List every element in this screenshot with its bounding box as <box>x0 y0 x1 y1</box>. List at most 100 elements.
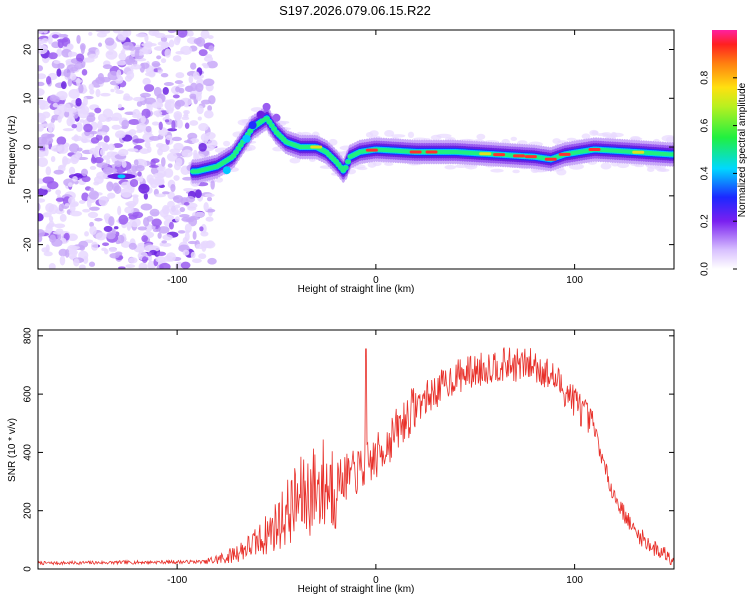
spectrogram-halo <box>659 167 667 172</box>
spectrogram-x-ticks: -100 0 100 <box>167 30 583 286</box>
spectrogram-ridge-cell <box>669 152 674 157</box>
spectrogram-speckle <box>38 229 45 238</box>
spectrogram-speckle <box>89 221 95 227</box>
spectrogram-speckle <box>122 96 134 102</box>
spectrogram-speckle <box>83 123 93 133</box>
spectrogram-speckle <box>97 72 104 81</box>
spectrogram-speckle <box>75 152 82 159</box>
spectrogram-speckle <box>139 148 150 154</box>
spectrogram-speckle <box>200 30 210 39</box>
spectrogram-speckle <box>81 137 88 144</box>
spectrogram-speckle <box>198 253 207 260</box>
spectrogram-speckle <box>102 108 114 119</box>
spectrogram-speckle <box>112 143 123 149</box>
spectrogram-speckle <box>47 34 53 45</box>
spectrogram-speckle <box>194 211 206 218</box>
spectrogram-speckle <box>57 115 62 123</box>
spectrogram-peak <box>544 157 557 161</box>
spectrogram-speckle <box>203 56 214 62</box>
spectrogram-speckle <box>38 65 44 72</box>
spectrogram-speckle <box>50 156 56 163</box>
spectrogram-speckle <box>207 105 213 112</box>
spectrogram-speckle <box>71 123 78 129</box>
spectrogram-speckle <box>110 88 115 93</box>
spectrogram-speckle <box>187 30 194 37</box>
spectrogram-speckle <box>102 155 111 160</box>
spectrogram-speckle <box>174 216 180 222</box>
spectrogram-speckle <box>89 147 99 155</box>
spectrogram-speckle <box>140 115 146 124</box>
x-tick-label: 100 <box>566 575 583 586</box>
spectrogram-speckle <box>88 83 94 91</box>
spectrogram-speckle <box>158 226 170 234</box>
spectrogram-speckle <box>68 166 76 175</box>
spectrogram-speckle <box>82 57 95 63</box>
spectrogram-speckle <box>67 233 78 241</box>
spectrogram-speckle <box>155 142 164 148</box>
spectrogram-speckle <box>62 128 74 132</box>
spectrogram-speckle <box>174 80 184 85</box>
spectrogram-speckle <box>66 117 73 127</box>
spectrogram-speckle <box>128 119 141 125</box>
figure-title: S197.2026.079.06.15.R22 <box>279 3 431 18</box>
spectrogram-speckle <box>107 70 119 81</box>
spectrogram-halo <box>552 138 561 144</box>
spectrogram-halo <box>390 134 406 138</box>
spectrogram-speckle <box>210 179 215 190</box>
spectrogram-speckle <box>207 257 217 265</box>
colorbar-tick-label: 0.6 <box>700 118 711 132</box>
spectrogram-speckle <box>173 210 181 216</box>
spectrogram-peak <box>524 155 537 159</box>
colorbar-tick-label: 0.0 <box>700 262 711 276</box>
spectrogram-speckle <box>118 266 126 269</box>
spectrogram-speckle <box>184 231 190 242</box>
spectrogram-speckle <box>204 193 215 198</box>
spectrogram-speckle <box>135 164 145 172</box>
snr-ylabel: SNR (10 * v/v) <box>7 418 18 482</box>
spectrogram-speckle <box>94 156 104 164</box>
spectrogram-speckle <box>184 223 192 233</box>
spectrogram-speckle <box>63 68 71 78</box>
spectrogram-speckle <box>161 240 168 244</box>
spectrogram-speckle <box>171 136 182 142</box>
spectrogram-speckle <box>67 78 73 87</box>
spectrogram-speckle <box>41 247 49 253</box>
spectrogram-speckle <box>48 215 54 222</box>
spectrogram-halo <box>369 130 379 137</box>
spectrogram-speckle <box>115 89 124 94</box>
spectrogram-speckle <box>50 117 56 124</box>
spectrogram-speckle <box>99 148 105 156</box>
spectrogram-speckle <box>192 71 200 80</box>
y-tick-label: 600 <box>23 385 34 402</box>
spectrogram-ridge-cell <box>268 123 275 128</box>
spectrogram-speckle <box>38 213 44 222</box>
y-tick-label: 0 <box>23 566 34 572</box>
spectrogram-speckle <box>88 130 98 135</box>
spectrogram-speckle <box>82 96 88 107</box>
spectrogram-peak <box>558 152 571 156</box>
spectrogram-speckle <box>171 119 176 130</box>
spectrogram-peak <box>409 150 422 154</box>
spectrogram-peak <box>425 150 438 154</box>
spectrogram-speckle <box>130 64 142 70</box>
spectrogram-speckle <box>64 203 70 207</box>
spectrogram-speckle <box>173 142 184 151</box>
spectrogram-speckle <box>78 200 86 204</box>
spectrogram-speckle <box>155 256 166 263</box>
spectrogram-speckle <box>206 240 215 247</box>
spectrogram-speckle <box>165 135 173 141</box>
spectrogram-speckle <box>48 263 56 269</box>
spectrogram-speckle <box>45 76 52 85</box>
spectrogram-speckle <box>139 92 151 98</box>
spectrogram-speckle <box>140 203 153 211</box>
y-tick-label: 800 <box>23 327 34 344</box>
spectrogram-ridge-cell <box>271 126 278 131</box>
spectrogram-speckle <box>54 223 66 229</box>
spectrogram-speckle <box>105 159 111 165</box>
spectrogram-speckle <box>82 208 91 213</box>
spectrogram-halo <box>512 169 520 174</box>
spectrogram-halo <box>455 164 468 169</box>
spectrogram-speckle <box>195 243 205 250</box>
spectrogram-speckle <box>200 231 209 237</box>
snr-x-ticks: -100 0 100 <box>167 330 583 586</box>
